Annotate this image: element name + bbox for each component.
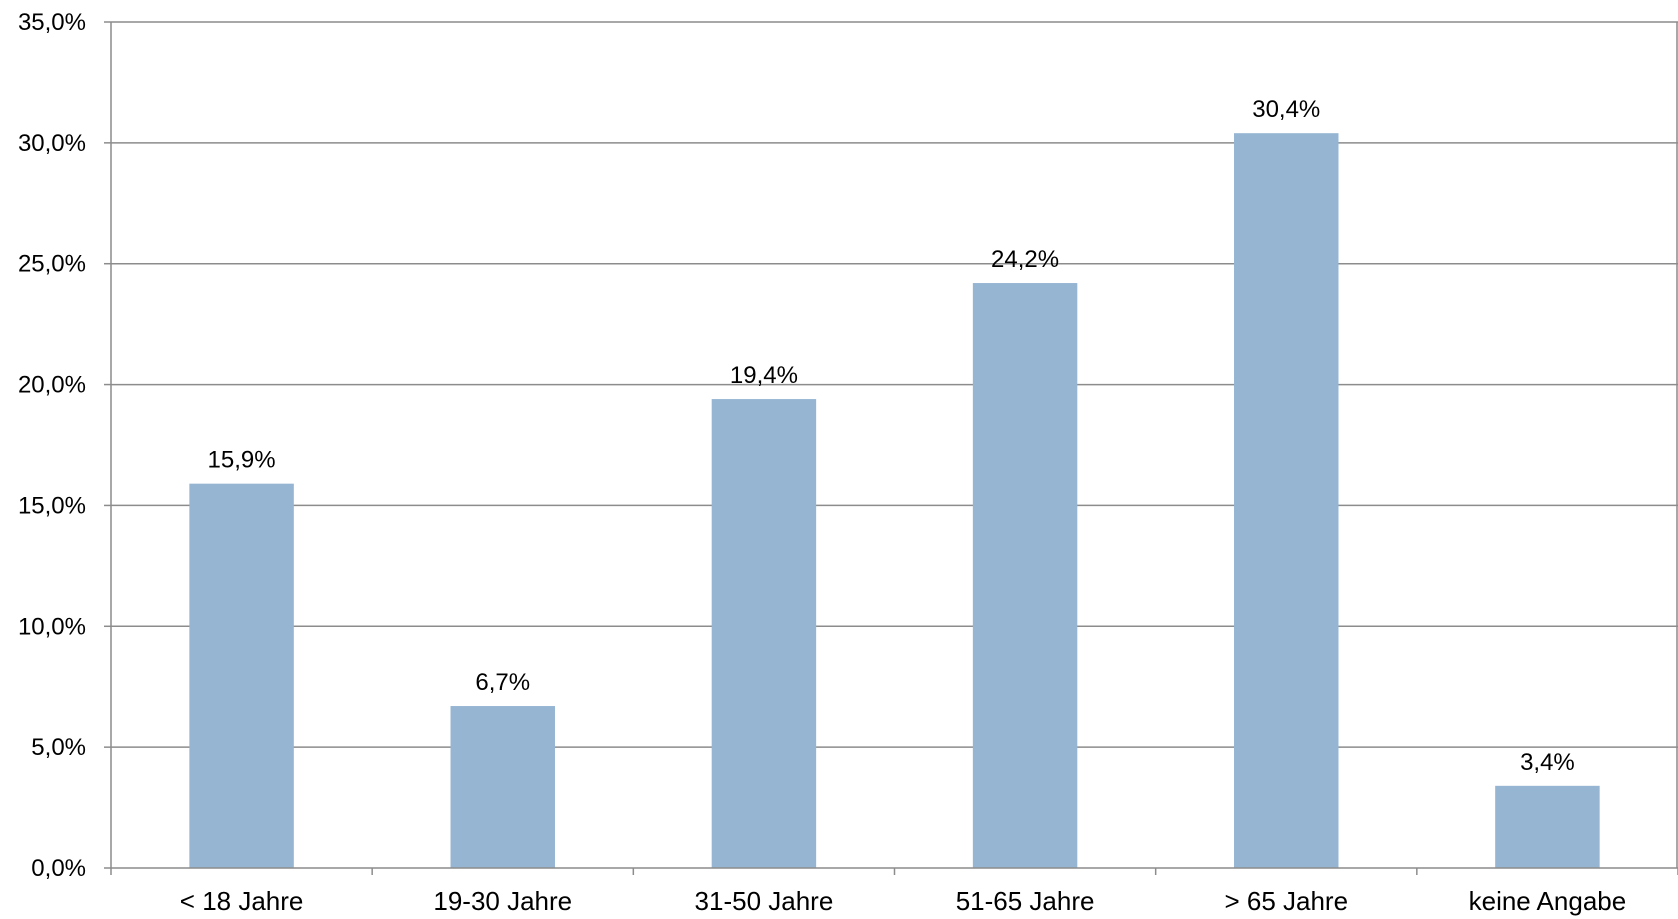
- bar: [1234, 133, 1339, 868]
- y-tick-label: 20,0%: [18, 372, 86, 399]
- y-tick-label: 30,0%: [18, 130, 86, 157]
- y-tick-label: 35,0%: [18, 9, 86, 36]
- data-label: 19,4%: [730, 362, 798, 389]
- axes: [104, 21, 1678, 875]
- y-tick-label: 5,0%: [31, 734, 86, 761]
- data-labels: 15,9% 6,7% 19,4% 24,2% 30,4% 3,4%: [208, 96, 1575, 776]
- data-label: 6,7%: [475, 669, 530, 696]
- bar: [450, 706, 555, 868]
- x-tick-label: 31-50 Jahre: [695, 886, 834, 916]
- bar: [711, 399, 817, 868]
- y-axis-tick-labels: 0,0% 5,0% 10,0% 15,0% 20,0% 25,0% 30,0% 35,0%: [18, 9, 86, 882]
- gridlines: [111, 21, 1678, 748]
- bar: [1495, 785, 1600, 868]
- y-tick-label: 15,0%: [18, 492, 86, 519]
- data-label: 3,4%: [1520, 749, 1575, 776]
- bar: [189, 483, 294, 868]
- x-tick-label: 51-65 Jahre: [956, 886, 1095, 916]
- x-tick-label: > 65 Jahre: [1224, 886, 1348, 916]
- y-tick-label: 0,0%: [31, 855, 86, 882]
- data-label: 30,4%: [1252, 96, 1320, 123]
- data-label: 15,9%: [208, 447, 276, 474]
- x-axis-category-labels: < 18 Jahre 19-30 Jahre 31-50 Jahre 51-65 Ja…: [180, 886, 1626, 916]
- y-tick-label: 10,0%: [18, 613, 86, 640]
- x-tick-label: < 18 Jahre: [180, 886, 304, 916]
- data-label: 24,2%: [991, 246, 1059, 273]
- y-tick-label: 25,0%: [18, 251, 86, 278]
- x-tick-label: 19-30 Jahre: [433, 886, 572, 916]
- x-tick-label: keine Angabe: [1469, 886, 1627, 916]
- bar: [972, 283, 1078, 869]
- bars: [189, 133, 1600, 869]
